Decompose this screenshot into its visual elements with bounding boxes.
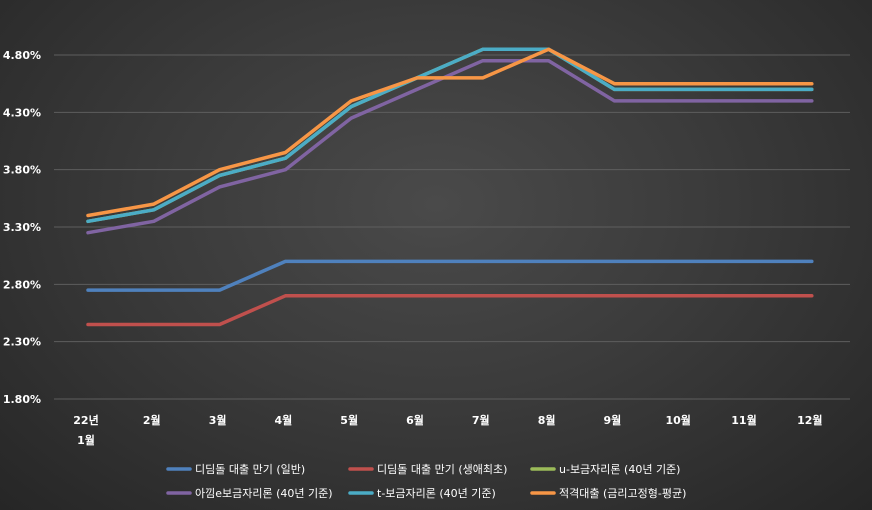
legend-label: 디딤돌 대출 만기 (일반) [195,462,305,476]
gridlines [54,54,850,400]
y-tick-label: 2.30% [3,336,41,349]
legend-item: 아낌e보금자리론 (40년 기준) [166,487,333,500]
y-tick-label: 3.80% [3,164,41,177]
legend-label: 디딤돌 대출 만기 (생애최초) [377,463,507,476]
x-tick-label: 2월 [143,413,161,427]
legend-label: u-보금자리론 (40년 기준) [559,463,680,476]
y-tick-label: 4.30% [3,106,41,119]
x-tick-label: 4월 [275,413,293,427]
x-tick-label: 1월 [77,433,95,447]
x-tick-label: 22년 [73,413,98,427]
y-tick-label: 3.30% [3,221,41,234]
x-tick-label: 10월 [665,413,690,427]
x-tick-label: 12월 [797,413,822,427]
legend-label: 아낌e보금자리론 (40년 기준) [195,487,333,500]
x-tick-label: 7월 [472,413,490,427]
x-tick-label: 3월 [209,413,227,427]
x-tick-label: 5월 [340,413,358,427]
legend-label: t-보금자리론 (40년 기준) [377,487,496,500]
legend-item: t-보금자리론 (40년 기준) [348,487,496,500]
x-tick-label: 6월 [406,413,424,427]
y-tick-label: 2.80% [3,278,41,291]
series-line [86,259,814,292]
x-tick-label: 9월 [604,413,622,427]
legend-item: u-보금자리론 (40년 기준) [530,463,680,476]
series-line [86,294,814,327]
y-tick-label: 4.80% [3,49,41,62]
x-tick-label: 11월 [731,413,756,427]
legend-label: 적격대출 (금리고정형-평균) [559,487,686,500]
legend-item: 디딤돌 대출 만기 (일반) [166,462,305,476]
x-tick-label: 8월 [538,413,556,427]
series-lines [86,47,814,327]
series-line [86,58,814,235]
x-axis-ticks: 22년 1월 2월 3월 4월 5월 6월 7월 8월 9월 10월 11월 12월 [73,413,822,447]
series-line [86,47,814,224]
legend-item: 적격대출 (금리고정형-평균) [530,487,686,500]
series-line [86,47,814,218]
legend-item: 디딤돌 대출 만기 (생애최초) [348,463,507,476]
y-axis-ticks: 1.80% 2.30% 2.80% 3.30% 3.80% 4.30% 4.80% [3,49,41,406]
y-tick-label: 1.80% [3,393,41,406]
legend: 디딤돌 대출 만기 (일반) 디딤돌 대출 만기 (생애최초) u-보금자리론 (4… [166,462,686,500]
